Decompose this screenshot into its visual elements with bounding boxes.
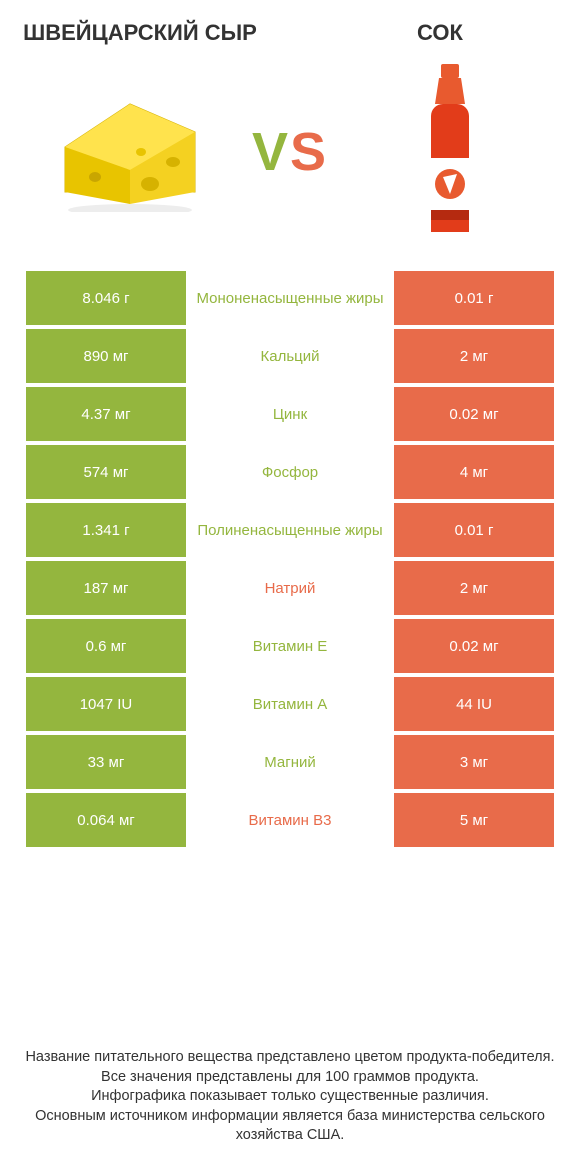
cell-right-value: 0.01 г — [394, 271, 554, 325]
comparison-table: 8.046 гМононенасыщенные жиры0.01 г890 мг… — [0, 271, 580, 847]
cell-nutrient-label: Полиненасыщенные жиры — [186, 503, 394, 557]
cheese-icon — [55, 92, 205, 212]
cell-left-value: 33 мг — [26, 735, 186, 789]
cell-left-value: 1.341 г — [26, 503, 186, 557]
footnote-line-2: Все значения представлены для 100 граммо… — [18, 1068, 562, 1088]
table-row: 890 мгКальций2 мг — [26, 329, 554, 383]
cell-left-value: 187 мг — [26, 561, 186, 615]
footnote: Название питательного вещества представл… — [18, 1048, 562, 1146]
table-row: 187 мгНатрий2 мг — [26, 561, 554, 615]
table-row: 0.064 мгВитамин B35 мг — [26, 793, 554, 847]
title-right: СОК — [320, 20, 560, 45]
cell-right-value: 2 мг — [394, 329, 554, 383]
cell-left-value: 8.046 г — [26, 271, 186, 325]
cell-nutrient-label: Витамин E — [186, 619, 394, 673]
table-row: 574 мгФосфор4 мг — [26, 445, 554, 499]
cell-nutrient-label: Кальций — [186, 329, 394, 383]
table-row: 4.37 мгЦинк0.02 мг — [26, 387, 554, 441]
footnote-line-3: Инфографика показывает только существенн… — [18, 1087, 562, 1107]
cell-nutrient-label: Фосфор — [186, 445, 394, 499]
cell-left-value: 4.37 мг — [26, 387, 186, 441]
cell-left-value: 1047 IU — [26, 677, 186, 731]
table-row: 0.6 мгВитамин E0.02 мг — [26, 619, 554, 673]
cell-right-value: 0.01 г — [394, 503, 554, 557]
cell-nutrient-label: Цинк — [186, 387, 394, 441]
cell-right-value: 3 мг — [394, 735, 554, 789]
cell-nutrient-label: Магний — [186, 735, 394, 789]
cell-right-value: 44 IU — [394, 677, 554, 731]
cell-left-value: 0.6 мг — [26, 619, 186, 673]
vs-label: VS — [252, 121, 328, 183]
table-row: 8.046 гМононенасыщенные жиры0.01 г — [26, 271, 554, 325]
vs-s: S — [290, 122, 328, 182]
footnote-line-4: Основным источником информации является … — [18, 1107, 562, 1146]
cell-right-value: 0.02 мг — [394, 619, 554, 673]
right-image — [360, 62, 540, 242]
cell-right-value: 4 мг — [394, 445, 554, 499]
table-row: 1047 IUВитамин A44 IU — [26, 677, 554, 731]
cell-nutrient-label: Мононенасыщенные жиры — [186, 271, 394, 325]
cell-nutrient-label: Витамин A — [186, 677, 394, 731]
cell-right-value: 2 мг — [394, 561, 554, 615]
cell-nutrient-label: Витамин B3 — [186, 793, 394, 847]
cell-right-value: 5 мг — [394, 793, 554, 847]
table-row: 1.341 гПолиненасыщенные жиры0.01 г — [26, 503, 554, 557]
bottle-icon — [415, 62, 485, 242]
cell-left-value: 890 мг — [26, 329, 186, 383]
table-row: 33 мгМагний3 мг — [26, 735, 554, 789]
footnote-line-1: Название питательного вещества представл… — [18, 1048, 562, 1068]
left-image — [40, 62, 220, 242]
cell-right-value: 0.02 мг — [394, 387, 554, 441]
images-row: VS — [0, 51, 580, 271]
cell-nutrient-label: Натрий — [186, 561, 394, 615]
vs-v: V — [252, 122, 290, 182]
cell-left-value: 0.064 мг — [26, 793, 186, 847]
cell-left-value: 574 мг — [26, 445, 186, 499]
header: ШВЕЙЦАРСКИЙ СЫР СОК — [0, 0, 580, 51]
title-left: ШВЕЙЦАРСКИЙ СЫР — [20, 20, 260, 45]
